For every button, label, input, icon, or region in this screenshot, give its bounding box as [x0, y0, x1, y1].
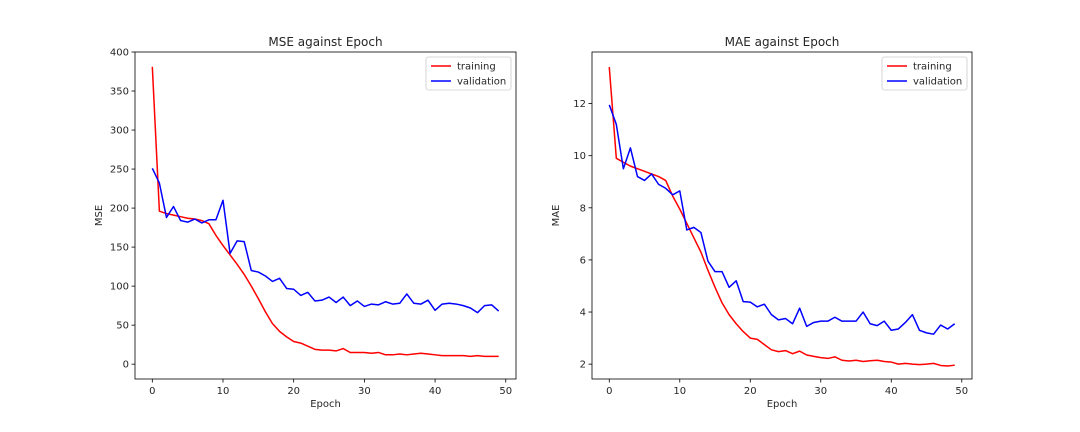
- y-tick-label: 250: [110, 165, 129, 176]
- series-line-training: [151, 66, 499, 358]
- x-tick-label: 0: [149, 386, 155, 397]
- x-tick-label: 50: [499, 386, 512, 397]
- plot-frame: [591, 51, 973, 380]
- legend-label-validation: validation: [457, 77, 506, 88]
- y-tick-label: 8: [580, 203, 586, 214]
- x-axis-title: Epoch: [767, 399, 798, 410]
- x-tick-label: 30: [358, 386, 371, 397]
- y-tick-label: 4: [580, 308, 586, 319]
- mae-chart: 0 10 20 30 40 50 2 4 6 8 10 12 MAE against Epoch Epoc…: [551, 35, 973, 410]
- y-tick-label: 350: [110, 87, 129, 98]
- mse-chart: 0 10 20 30 40 50 0 50 100 150 200 250 300 350 400 MSE a…: [94, 35, 517, 410]
- y-tick-label: 50: [116, 321, 129, 332]
- legend-label-training: training: [913, 62, 952, 73]
- legend: training validation: [881, 56, 968, 91]
- x-tick-label: 20: [744, 386, 757, 397]
- y-tick-label: 2: [580, 360, 586, 371]
- y-tick-label: 300: [110, 126, 129, 137]
- x-axis-title: Epoch: [310, 399, 341, 410]
- x-tick-label: 40: [885, 386, 898, 397]
- legend: training validation: [425, 56, 512, 91]
- series-line-validation: [608, 104, 956, 335]
- y-tick-label: 150: [110, 243, 129, 254]
- y-tick-label: 12: [573, 99, 586, 110]
- legend-label-training: training: [457, 62, 496, 73]
- chart-title: MAE against Epoch: [725, 35, 840, 49]
- y-tick-label: 100: [110, 282, 129, 293]
- x-tick-label: 10: [217, 386, 230, 397]
- x-tick-label: 50: [955, 386, 968, 397]
- y-tick-label: 0: [123, 360, 129, 371]
- x-tick-label: 30: [814, 386, 827, 397]
- y-tick-label: 200: [110, 204, 129, 215]
- x-tick-label: 0: [606, 386, 612, 397]
- y-axis-title: MSE: [94, 205, 105, 226]
- y-tick-label: 10: [573, 151, 586, 162]
- y-tick-label: 400: [110, 48, 129, 59]
- legend-label-validation: validation: [913, 77, 962, 88]
- chart-title: MSE against Epoch: [268, 35, 382, 49]
- x-tick-label: 20: [287, 386, 300, 397]
- plot-frame: [134, 51, 517, 380]
- x-tick-label: 10: [673, 386, 686, 397]
- y-tick-label: 6: [580, 255, 586, 266]
- series-line-training: [608, 67, 955, 367]
- x-tick-label: 40: [429, 386, 442, 397]
- y-axis-title: MAE: [551, 205, 562, 227]
- series-line-validation: [151, 167, 500, 314]
